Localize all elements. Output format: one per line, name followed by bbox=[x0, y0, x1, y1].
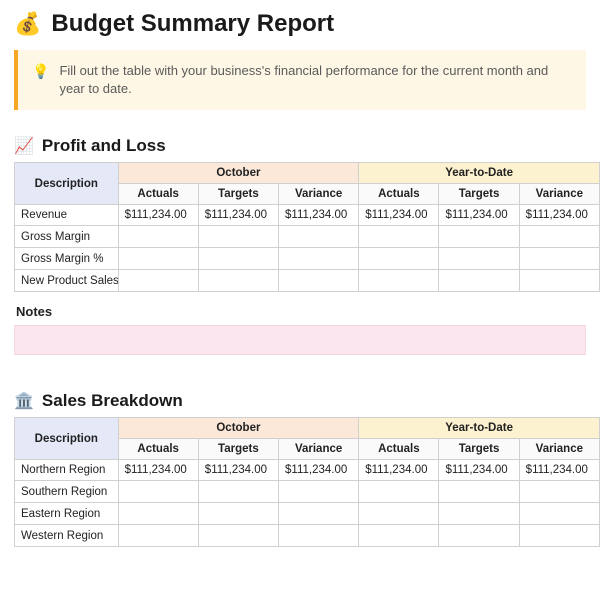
cell[interactable] bbox=[439, 481, 519, 503]
cell[interactable] bbox=[519, 503, 599, 525]
profit-loss-table: Description October Year-to-Date Actuals… bbox=[14, 162, 600, 292]
th-description: Description bbox=[15, 418, 119, 460]
cell[interactable]: $111,234.00 bbox=[519, 460, 599, 481]
th-sub: Variance bbox=[279, 184, 359, 205]
table-row: Revenue $111,234.00 $111,234.00 $111,234… bbox=[15, 205, 600, 226]
table-row: Gross Margin bbox=[15, 226, 600, 248]
th-sub: Targets bbox=[439, 184, 519, 205]
cell[interactable] bbox=[359, 481, 439, 503]
cell[interactable] bbox=[439, 226, 519, 248]
cell[interactable] bbox=[198, 503, 278, 525]
cell[interactable]: $111,234.00 bbox=[519, 205, 599, 226]
cell[interactable] bbox=[198, 481, 278, 503]
th-sub: Targets bbox=[198, 439, 278, 460]
th-period-october: October bbox=[118, 418, 359, 439]
cell[interactable] bbox=[439, 270, 519, 292]
cell[interactable]: $111,234.00 bbox=[439, 460, 519, 481]
row-label: Northern Region bbox=[15, 460, 119, 481]
cell[interactable]: $111,234.00 bbox=[279, 205, 359, 226]
cell[interactable] bbox=[359, 525, 439, 547]
cell[interactable] bbox=[279, 525, 359, 547]
table-row: Western Region bbox=[15, 525, 600, 547]
cell[interactable]: $111,234.00 bbox=[359, 460, 439, 481]
cell[interactable] bbox=[118, 248, 198, 270]
th-description: Description bbox=[15, 163, 119, 205]
th-sub: Actuals bbox=[359, 439, 439, 460]
cell[interactable] bbox=[118, 226, 198, 248]
th-sub: Actuals bbox=[118, 184, 198, 205]
cell[interactable] bbox=[359, 503, 439, 525]
th-sub: Targets bbox=[198, 184, 278, 205]
cell[interactable]: $111,234.00 bbox=[198, 460, 278, 481]
cell[interactable] bbox=[279, 248, 359, 270]
cell[interactable] bbox=[118, 481, 198, 503]
table-row: Southern Region bbox=[15, 481, 600, 503]
section-header-sales: 🏛️ Sales Breakdown bbox=[0, 381, 600, 417]
row-label: Western Region bbox=[15, 525, 119, 547]
cell[interactable] bbox=[198, 525, 278, 547]
row-label: Eastern Region bbox=[15, 503, 119, 525]
cell[interactable] bbox=[279, 481, 359, 503]
cell[interactable]: $111,234.00 bbox=[118, 460, 198, 481]
row-label: New Product Sales bbox=[15, 270, 119, 292]
th-period-ytd: Year-to-Date bbox=[359, 418, 600, 439]
cell[interactable] bbox=[439, 248, 519, 270]
th-sub: Targets bbox=[439, 439, 519, 460]
cell[interactable] bbox=[198, 270, 278, 292]
cell[interactable] bbox=[198, 226, 278, 248]
notes-label: Notes bbox=[0, 292, 600, 325]
section-title-sales: Sales Breakdown bbox=[42, 391, 183, 411]
cell[interactable] bbox=[519, 481, 599, 503]
cell[interactable] bbox=[519, 226, 599, 248]
row-label: Gross Margin % bbox=[15, 248, 119, 270]
callout-text: Fill out the table with your business's … bbox=[59, 62, 572, 98]
cell[interactable]: $111,234.00 bbox=[118, 205, 198, 226]
chart-increasing-icon: 📈 bbox=[14, 136, 34, 156]
cell[interactable] bbox=[279, 226, 359, 248]
info-callout: 💡 Fill out the table with your business'… bbox=[14, 50, 586, 110]
cell[interactable] bbox=[359, 248, 439, 270]
th-sub: Variance bbox=[519, 439, 599, 460]
cell[interactable]: $111,234.00 bbox=[198, 205, 278, 226]
money-bag-icon: 💰 bbox=[14, 11, 41, 37]
bank-icon: 🏛️ bbox=[14, 391, 34, 411]
th-sub: Variance bbox=[279, 439, 359, 460]
cell[interactable]: $111,234.00 bbox=[439, 205, 519, 226]
row-label: Southern Region bbox=[15, 481, 119, 503]
th-sub: Actuals bbox=[359, 184, 439, 205]
table-row: Eastern Region bbox=[15, 503, 600, 525]
th-period-ytd: Year-to-Date bbox=[359, 163, 600, 184]
table-row: Northern Region $111,234.00 $111,234.00 … bbox=[15, 460, 600, 481]
sales-breakdown-table: Description October Year-to-Date Actuals… bbox=[14, 417, 600, 547]
cell[interactable] bbox=[198, 248, 278, 270]
cell[interactable] bbox=[359, 226, 439, 248]
cell[interactable] bbox=[359, 270, 439, 292]
cell[interactable] bbox=[519, 270, 599, 292]
cell[interactable] bbox=[439, 525, 519, 547]
page-title: Budget Summary Report bbox=[51, 10, 334, 38]
cell[interactable] bbox=[118, 503, 198, 525]
th-period-october: October bbox=[118, 163, 359, 184]
row-label: Revenue bbox=[15, 205, 119, 226]
th-sub: Variance bbox=[519, 184, 599, 205]
cell[interactable] bbox=[279, 503, 359, 525]
cell[interactable] bbox=[519, 525, 599, 547]
cell[interactable] bbox=[118, 525, 198, 547]
cell[interactable]: $111,234.00 bbox=[279, 460, 359, 481]
cell[interactable]: $111,234.00 bbox=[359, 205, 439, 226]
th-sub: Actuals bbox=[118, 439, 198, 460]
table-row: Gross Margin % bbox=[15, 248, 600, 270]
table-row: New Product Sales bbox=[15, 270, 600, 292]
page-title-row: 💰 Budget Summary Report bbox=[0, 0, 600, 44]
notes-input[interactable] bbox=[14, 325, 586, 355]
lightbulb-icon: 💡 bbox=[32, 62, 49, 98]
cell[interactable] bbox=[519, 248, 599, 270]
cell[interactable] bbox=[118, 270, 198, 292]
row-label: Gross Margin bbox=[15, 226, 119, 248]
cell[interactable] bbox=[279, 270, 359, 292]
cell[interactable] bbox=[439, 503, 519, 525]
section-title-profit-loss: Profit and Loss bbox=[42, 136, 166, 156]
section-header-profit-loss: 📈 Profit and Loss bbox=[0, 126, 600, 162]
